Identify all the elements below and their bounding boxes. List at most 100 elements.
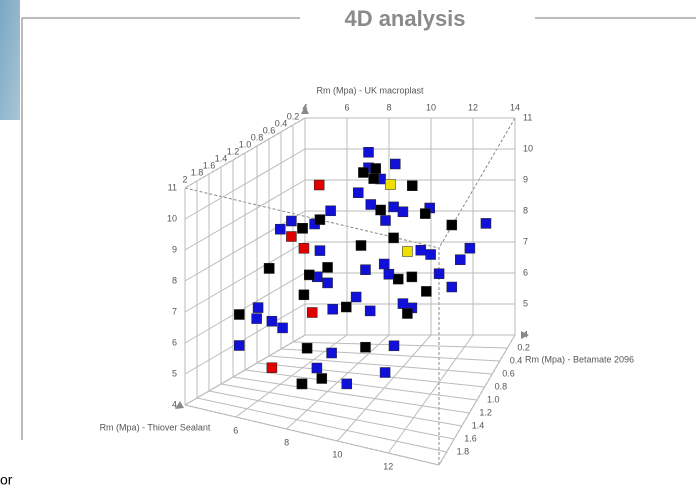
z-tick-label: 10 <box>167 213 177 223</box>
data-point <box>317 374 327 384</box>
data-point <box>402 309 412 319</box>
data-point <box>314 180 324 190</box>
y-tick-label: 1.0 <box>487 394 500 404</box>
grid-line <box>209 391 454 439</box>
y-tick-label: 1.6 <box>464 433 477 443</box>
y-tick-label: 1.2 <box>227 146 240 156</box>
data-point <box>278 323 288 333</box>
y-tick-label: 1.4 <box>472 420 485 430</box>
data-point <box>342 379 352 389</box>
data-point <box>286 216 296 226</box>
data-point <box>328 304 338 314</box>
z-tick-label: 6 <box>172 337 177 347</box>
data-point <box>389 341 399 351</box>
x-tick-label: 8 <box>386 102 391 112</box>
data-point <box>307 308 317 318</box>
data-point <box>298 223 308 233</box>
data-point <box>421 286 431 296</box>
z-axis-label: Rm (Mpa) - UK macroplast <box>316 85 424 95</box>
data-point <box>323 262 333 272</box>
data-point <box>315 215 325 225</box>
data-point <box>455 255 465 265</box>
data-point <box>312 363 322 373</box>
page: 4D analysis or 4455667788991010111146688… <box>0 0 696 487</box>
data-point <box>389 233 399 243</box>
data-point <box>297 379 307 389</box>
data-point <box>371 164 381 174</box>
y-tick-label: 0.2 <box>517 342 530 352</box>
x-tick-label: 10 <box>426 102 436 112</box>
data-point <box>326 206 336 216</box>
x-tick-label: 12 <box>383 461 393 471</box>
y-axis-label: Rm (Mpa) - Betamate 2096 <box>525 354 634 364</box>
y-tick-label: 0.2 <box>287 111 300 121</box>
y-tick-label: 1.8 <box>457 446 470 456</box>
data-point <box>381 216 391 226</box>
z-tick-label: 7 <box>172 306 177 316</box>
data-point <box>299 290 309 300</box>
slide-title: 4D analysis <box>344 6 465 31</box>
x-tick-label: 14 <box>510 102 520 112</box>
data-point <box>402 247 412 257</box>
data-point <box>327 348 337 358</box>
data-point <box>264 263 274 273</box>
z-tick-label: 11 <box>168 182 177 192</box>
z-tick-label: 6 <box>523 267 528 277</box>
data-point <box>323 278 333 288</box>
data-point <box>481 218 491 228</box>
data-point <box>351 292 361 302</box>
y-tick-label: 1.8 <box>191 167 204 177</box>
x-tick-label: 6 <box>233 425 238 435</box>
data-point <box>234 341 244 351</box>
photo-fragment <box>0 0 20 120</box>
data-point <box>304 270 314 280</box>
y-tick-label: 0.8 <box>251 132 264 142</box>
z-tick-label: 11 <box>523 112 532 122</box>
z-tick-label: 10 <box>523 143 533 153</box>
data-point <box>447 282 457 292</box>
x-axis-label: Rm (Mpa) - Thiover Sealant <box>100 422 211 432</box>
y-tick-label: 1.6 <box>203 160 216 170</box>
slide: 4D analysis or 4455667788991010111146688… <box>0 0 696 487</box>
data-point <box>365 306 375 316</box>
data-point <box>426 250 436 260</box>
y-tick-label: 0.6 <box>502 368 515 378</box>
data-point <box>234 310 244 320</box>
slide-frame <box>22 18 696 440</box>
data-point <box>315 246 325 256</box>
data-point <box>360 342 370 352</box>
data-point <box>398 207 408 217</box>
data-point <box>341 302 351 312</box>
z-tick-label: 5 <box>172 368 177 378</box>
data-point <box>390 159 400 169</box>
grid-line <box>221 384 462 426</box>
data-point <box>465 243 475 253</box>
data-point <box>286 232 296 242</box>
plot: 445566778899101011114668810101212140.20.… <box>100 85 634 471</box>
data-point <box>398 299 408 309</box>
data-point <box>267 363 277 373</box>
data-point <box>353 188 363 198</box>
z-tick-label: 5 <box>523 298 528 308</box>
z-tick-label: 8 <box>523 205 528 215</box>
text-fragment: or <box>0 472 13 487</box>
y-tick-label: 0.6 <box>263 125 276 135</box>
data-point <box>275 224 285 234</box>
x-tick-label: 8 <box>284 437 289 447</box>
y-tick-label: 0.4 <box>275 118 288 128</box>
data-point <box>358 168 368 178</box>
data-point <box>376 205 386 215</box>
data-point <box>252 314 262 324</box>
z-tick-label: 9 <box>172 244 177 254</box>
data-point <box>434 269 444 279</box>
data-point <box>360 265 370 275</box>
grid-line <box>293 342 507 348</box>
data-point <box>416 245 426 255</box>
y-tick-label: 1.2 <box>479 407 492 417</box>
data-point <box>389 202 399 212</box>
data-point <box>380 368 390 378</box>
data-point <box>253 303 263 313</box>
x-tick-label: 10 <box>332 449 342 459</box>
data-point <box>379 259 389 269</box>
x-tick-label: 12 <box>468 102 478 112</box>
